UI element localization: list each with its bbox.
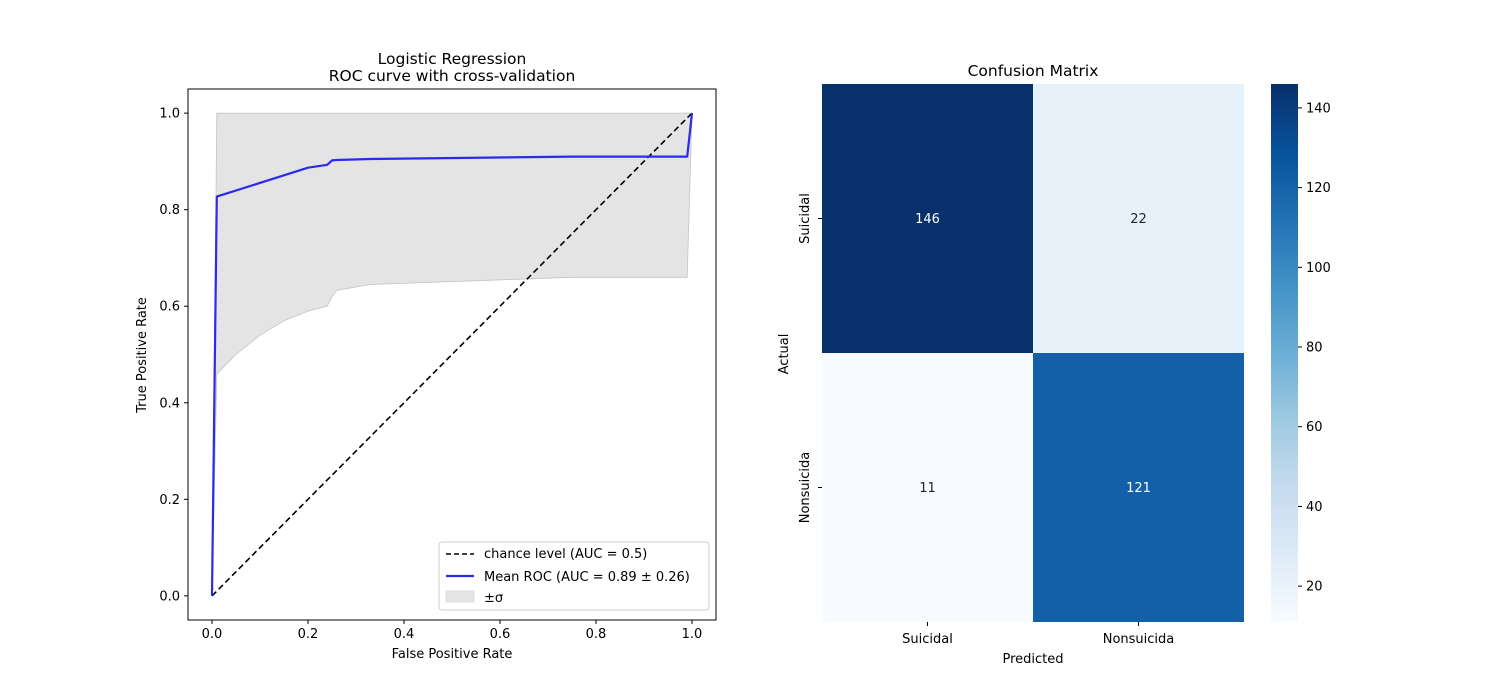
colorbar-tick-label: 140 — [1306, 101, 1331, 116]
roc-x-tick-label: 0.8 — [586, 627, 607, 642]
cm-cell — [1033, 353, 1244, 622]
cm-x-tick-label: Suicidal — [902, 632, 953, 647]
cm-x-axis-label: Predicted — [1002, 652, 1063, 667]
roc-x-axis-label: False Positive Rate — [392, 647, 513, 662]
roc-y-tick-label: 0.0 — [159, 589, 180, 604]
colorbar-tick-label: 20 — [1306, 580, 1323, 595]
roc-y-tick-label: 0.4 — [159, 396, 180, 411]
roc-x-tick-label: 0.6 — [490, 627, 511, 642]
cm-title: Confusion Matrix — [968, 62, 1099, 80]
cm-x-tick-label: Nonsuicida — [1103, 632, 1175, 647]
cm-cell — [822, 84, 1033, 353]
colorbar-tick-label: 60 — [1306, 420, 1323, 435]
roc-title-line1: Logistic Regression — [378, 50, 527, 68]
roc-legend: chance level (AUC = 0.5) Mean ROC (AUC =… — [438, 541, 710, 611]
legend-mean-roc-label: Mean ROC (AUC = 0.89 ± 0.26) — [484, 570, 690, 585]
roc-x-ticks: 0.0 0.2 0.4 0.6 0.8 1.0 — [202, 620, 703, 642]
cm-cell-value: 22 — [1130, 212, 1147, 227]
roc-x-tick-label: 1.0 — [682, 627, 703, 642]
cm-cell — [1033, 84, 1244, 353]
roc-y-axis-label: True Positive Rate — [135, 297, 150, 414]
colorbar-ticks: 20 40 60 80 100 120 140 — [1298, 101, 1331, 595]
roc-title-line2: ROC curve with cross-validation — [329, 67, 576, 85]
roc-y-tick-label: 0.6 — [159, 300, 180, 315]
colorbar-tick-label: 100 — [1306, 261, 1331, 276]
roc-y-tick-label: 1.0 — [159, 107, 180, 122]
mean-roc-line — [210, 112, 694, 596]
cm-cell — [822, 353, 1033, 622]
legend-band-swatch — [445, 590, 475, 603]
roc-chart: 0.0 0.2 0.4 0.6 0.8 1.0 0.0 0.2 0.4 0.6 0.8 1.0 Lo… — [135, 50, 717, 662]
colorbar — [1271, 84, 1298, 622]
roc-y-ticks: 0.0 0.2 0.4 0.6 0.8 1.0 — [159, 107, 188, 604]
legend-band-label: ±σ — [484, 591, 503, 606]
colorbar-tick-label: 120 — [1306, 181, 1331, 196]
roc-y-tick-label: 0.8 — [159, 203, 180, 218]
cm-ticks-layer: Suicidal Nonsuicida Suicidal Nonsuicida — [798, 193, 1174, 647]
cm-cell-value: 11 — [919, 481, 936, 496]
roc-series-layer — [210, 112, 694, 597]
roc-x-tick-label: 0.0 — [202, 627, 223, 642]
cm-y-axis-label: Actual — [777, 334, 792, 375]
roc-legend-box — [438, 541, 710, 611]
roc-x-tick-label: 0.4 — [394, 627, 415, 642]
roc-x-tick-label: 0.2 — [298, 627, 319, 642]
colorbar-tick-label: 40 — [1306, 500, 1323, 515]
confusion-matrix-chart: 146 22 11 121 Suicidal Nonsuicida Suicidal Non… — [777, 62, 1331, 667]
cm-y-tick-label: Suicidal — [798, 193, 813, 244]
cm-cells-layer: 146 22 11 121 — [822, 84, 1244, 622]
cm-cell-value: 146 — [915, 212, 940, 227]
cm-cell-value: 121 — [1126, 481, 1151, 496]
cm-y-tick-label: Nonsuicida — [798, 452, 813, 524]
roc-y-tick-label: 0.2 — [159, 493, 180, 508]
colorbar-tick-label: 80 — [1306, 341, 1323, 356]
legend-chance-label: chance level (AUC = 0.5) — [484, 547, 647, 562]
roc-band-layer — [211, 112, 693, 596]
roc-plot-frame — [187, 88, 717, 621]
roc-std-band — [211, 112, 693, 596]
